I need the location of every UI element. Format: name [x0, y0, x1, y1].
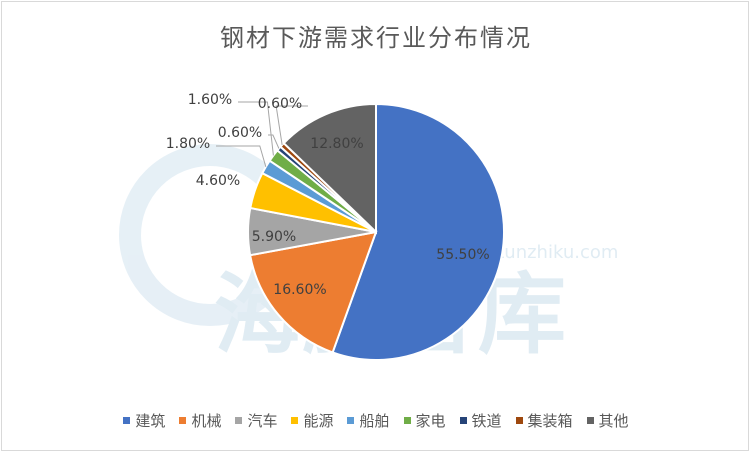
legend-swatch — [123, 417, 131, 424]
data-label-4: 4.60% — [196, 173, 240, 189]
legend-label: 集装箱 — [527, 412, 573, 430]
legend-item-9: 其他 — [586, 410, 629, 431]
legend-label: 铁道 — [471, 412, 502, 430]
legend-item-4: 能源 — [291, 410, 333, 431]
data-label-5: 1.80% — [166, 136, 210, 152]
legend-item-3: 汽车 — [235, 410, 277, 431]
leader-lines — [216, 101, 308, 167]
data-label-1: 55.50% — [436, 247, 489, 263]
pie-slice-1 — [331, 102, 505, 361]
chart-title: 钢材下游需求行业分布情况 — [220, 24, 532, 52]
legend-item-8: 集装箱 — [515, 410, 573, 431]
leader-line-5 — [216, 145, 267, 167]
data-label-9: 12.80% — [310, 136, 363, 152]
legend-label: 家电 — [415, 412, 446, 430]
legend-item-5: 船舶 — [347, 410, 390, 431]
legend-swatch — [347, 417, 355, 424]
legend-swatch — [459, 417, 467, 424]
legend-label: 船舶 — [359, 412, 390, 430]
data-label-6: 1.60% — [188, 92, 232, 108]
leader-line-7 — [268, 134, 280, 149]
legend-swatch — [235, 417, 243, 424]
legend-item-1: 建筑 — [123, 410, 165, 431]
pie-slices — [247, 102, 505, 361]
data-label-8: 0.60% — [258, 96, 302, 112]
legend-swatch — [179, 417, 187, 424]
leader-line-6 — [238, 101, 274, 156]
data-label-7: 0.60% — [218, 125, 262, 141]
legend-item-6: 家电 — [403, 410, 446, 431]
legend: 建筑 机械 汽车 能源 船舶 家电 铁道 集装箱 其他 — [0, 410, 752, 431]
legend-item-7: 铁道 — [459, 410, 502, 431]
legend-label: 能源 — [303, 412, 334, 430]
pie-slice-9 — [282, 102, 377, 235]
legend-label: 其他 — [598, 412, 629, 430]
legend-swatch — [586, 417, 594, 424]
data-label-3: 5.90% — [252, 229, 296, 245]
legend-swatch — [403, 417, 411, 424]
leader-line-8 — [275, 105, 308, 146]
legend-swatch — [515, 417, 523, 424]
data-label-2: 16.60% — [273, 282, 326, 298]
legend-swatch — [291, 417, 299, 424]
legend-item-2: 机械 — [179, 410, 221, 431]
data-labels: 55.50% 16.60% 5.90% 4.60% 1.80% 1.60% 0.60% 0.6… — [166, 92, 490, 298]
legend-label: 汽车 — [247, 412, 278, 430]
pie-slice-2 — [248, 230, 378, 354]
legend-label: 机械 — [191, 412, 222, 430]
legend-label: 建筑 — [135, 412, 166, 430]
